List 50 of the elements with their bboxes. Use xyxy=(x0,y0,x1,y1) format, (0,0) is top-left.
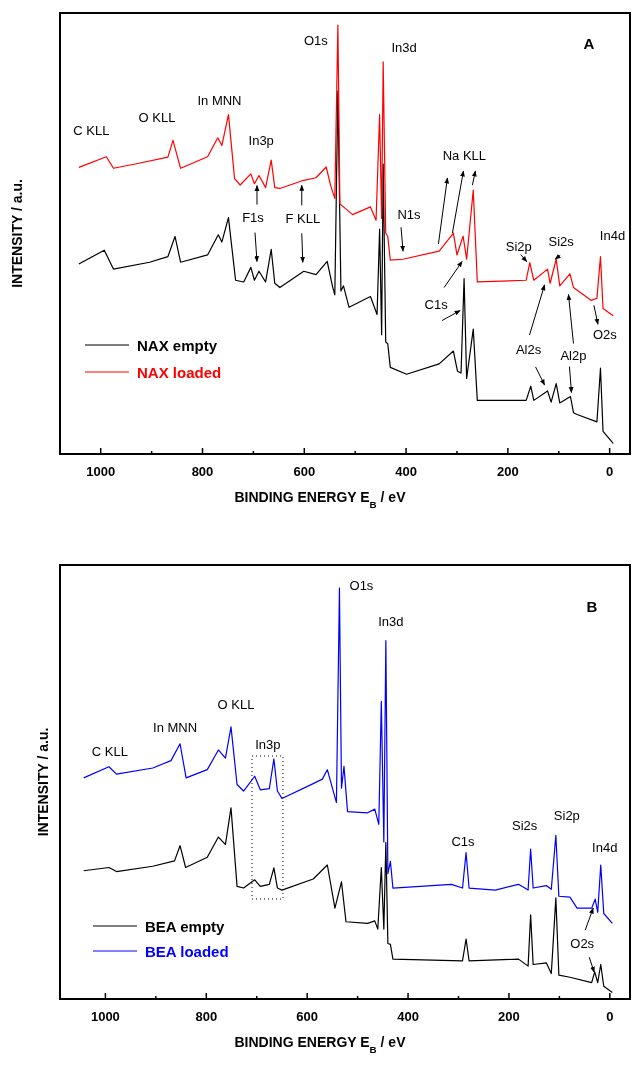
x-tick-label: 600 xyxy=(293,464,316,479)
x-tick-label: 800 xyxy=(191,464,214,479)
y-axis-title: INTENSITY / a.u. xyxy=(9,179,25,288)
x-tick-label: 1000 xyxy=(90,1009,120,1024)
x-tick-label: 400 xyxy=(397,1009,419,1024)
annotation: Si2s xyxy=(548,233,575,249)
x-tick-label: 1000 xyxy=(86,464,116,479)
annotation: In3p xyxy=(255,737,281,753)
x-axis-title: BINDING ENERGY E$_{B}$ / eV xyxy=(234,489,407,510)
annotation: O2s xyxy=(570,935,595,951)
legend-label: BEA empty xyxy=(145,917,226,935)
legend-label: NAX loaded xyxy=(137,363,222,381)
annotation: Si2s xyxy=(511,818,538,834)
annotation: F1s xyxy=(242,210,265,226)
x-tick-label: 200 xyxy=(497,464,519,479)
annotation: In3p xyxy=(248,132,274,148)
x-tick-label: 800 xyxy=(195,1009,218,1024)
x-tick-label: 200 xyxy=(498,1009,520,1024)
annotation: In3d xyxy=(378,614,404,630)
annotation: O2s xyxy=(593,326,618,342)
annotation: Al2s xyxy=(515,342,542,358)
annotation: O1s xyxy=(303,32,329,48)
x-tick-label: 0 xyxy=(606,1009,614,1024)
annotation: C KLL xyxy=(73,123,110,139)
annotation: In3d xyxy=(391,40,417,56)
text: A xyxy=(583,34,595,52)
annotation: C KLL xyxy=(91,744,128,760)
annotation: C1s xyxy=(424,297,449,313)
annotation: N1s xyxy=(397,206,422,222)
text: B xyxy=(586,597,598,615)
annotation: F KLL xyxy=(285,210,321,226)
annotation: C1s xyxy=(451,834,476,850)
annotation: O KLL xyxy=(217,697,255,713)
annotation: Na KLL xyxy=(442,147,487,163)
annotation: O KLL xyxy=(138,109,176,125)
annotation: In4d xyxy=(592,839,618,855)
legend-label: BEA loaded xyxy=(145,942,229,960)
x-axis-title: BINDING ENERGY E$_{B}$ / eV xyxy=(234,1034,407,1055)
annotation: Al2p xyxy=(560,348,587,364)
x-tick-label: 400 xyxy=(395,464,417,479)
legend-label: NAX empty xyxy=(137,336,218,354)
annotation: Si2p xyxy=(553,807,580,823)
x-tick-label: 0 xyxy=(606,464,614,479)
annotation: Si2p xyxy=(505,239,532,255)
annotation: In4d xyxy=(599,228,626,244)
annotation: O1s xyxy=(349,577,374,593)
y-axis-title: INTENSITY / a.u. xyxy=(35,727,51,837)
x-tick-label: 600 xyxy=(296,1009,319,1024)
annotation: In MNN xyxy=(197,93,242,109)
annotation: In MNN xyxy=(153,720,198,736)
